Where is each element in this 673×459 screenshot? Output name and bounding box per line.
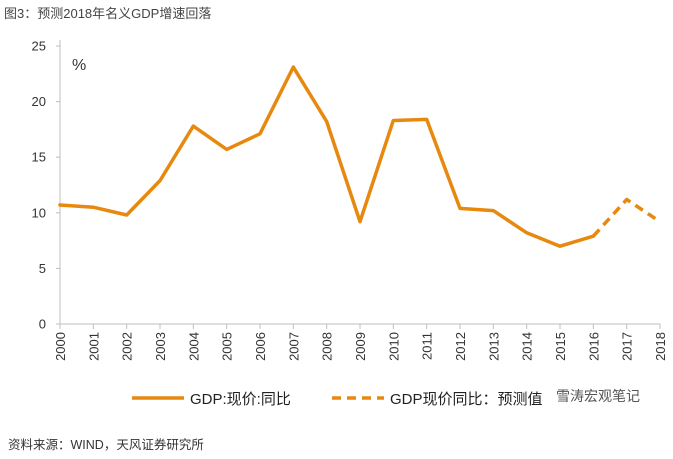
x-tick-label: 2011 (420, 332, 435, 360)
x-tick-label: 2017 (620, 332, 635, 361)
axes (56, 40, 661, 329)
y-tick-label: 15 (32, 150, 46, 165)
x-tick-label: 2001 (86, 332, 101, 361)
watermark: 雪涛宏观笔记 (556, 389, 640, 405)
x-tick-label: 2013 (486, 332, 501, 361)
x-tick-label: 2007 (286, 332, 301, 361)
y-tick-label: 5 (39, 261, 46, 276)
x-tick-label: 2014 (520, 332, 535, 361)
series-line-forecast (592, 197, 661, 238)
legend: GDP:现价:同比 GDP现价同比：预测值 (132, 391, 543, 408)
unit-label: % (72, 57, 86, 74)
x-tick-label: 2012 (453, 332, 468, 361)
y-tick-label: 10 (32, 205, 46, 220)
x-tick-label: 2018 (653, 332, 668, 361)
legend-label-forecast: GDP现价同比：预测值 (390, 391, 543, 408)
x-tick-label: 2004 (186, 332, 201, 361)
x-tick-labels: 2000 2001 2002 2003 2004 2005 2006 2007 2008 2009… (53, 332, 668, 361)
y-tick-label: 20 (32, 94, 46, 109)
x-tick-label: 2009 (353, 332, 368, 361)
y-tick-label: 0 (39, 317, 46, 332)
y-tick-label: 25 (32, 39, 46, 54)
legend-label-actual: GDP:现价:同比 (190, 391, 291, 408)
series-line-actual (58, 65, 596, 248)
x-tick-label: 2006 (253, 332, 268, 361)
x-tick-label: 2003 (153, 332, 168, 361)
x-tick-label: 2000 (53, 332, 68, 361)
x-tick-label: 2010 (386, 332, 401, 361)
x-tick-label: 2008 (320, 332, 335, 361)
x-tick-label: 2002 (120, 332, 135, 361)
chart-title: 图3：预测2018年名义GDP增速回落 (4, 6, 212, 21)
x-tick-label: 2005 (220, 332, 235, 361)
y-tick-labels: 0 5 10 15 20 25 (32, 39, 46, 332)
series-lines (58, 65, 661, 248)
x-tick-label: 2016 (586, 332, 601, 361)
source-note: 资料来源：WIND，天风证券研究所 (8, 438, 204, 452)
x-tick-label: 2015 (553, 332, 568, 361)
